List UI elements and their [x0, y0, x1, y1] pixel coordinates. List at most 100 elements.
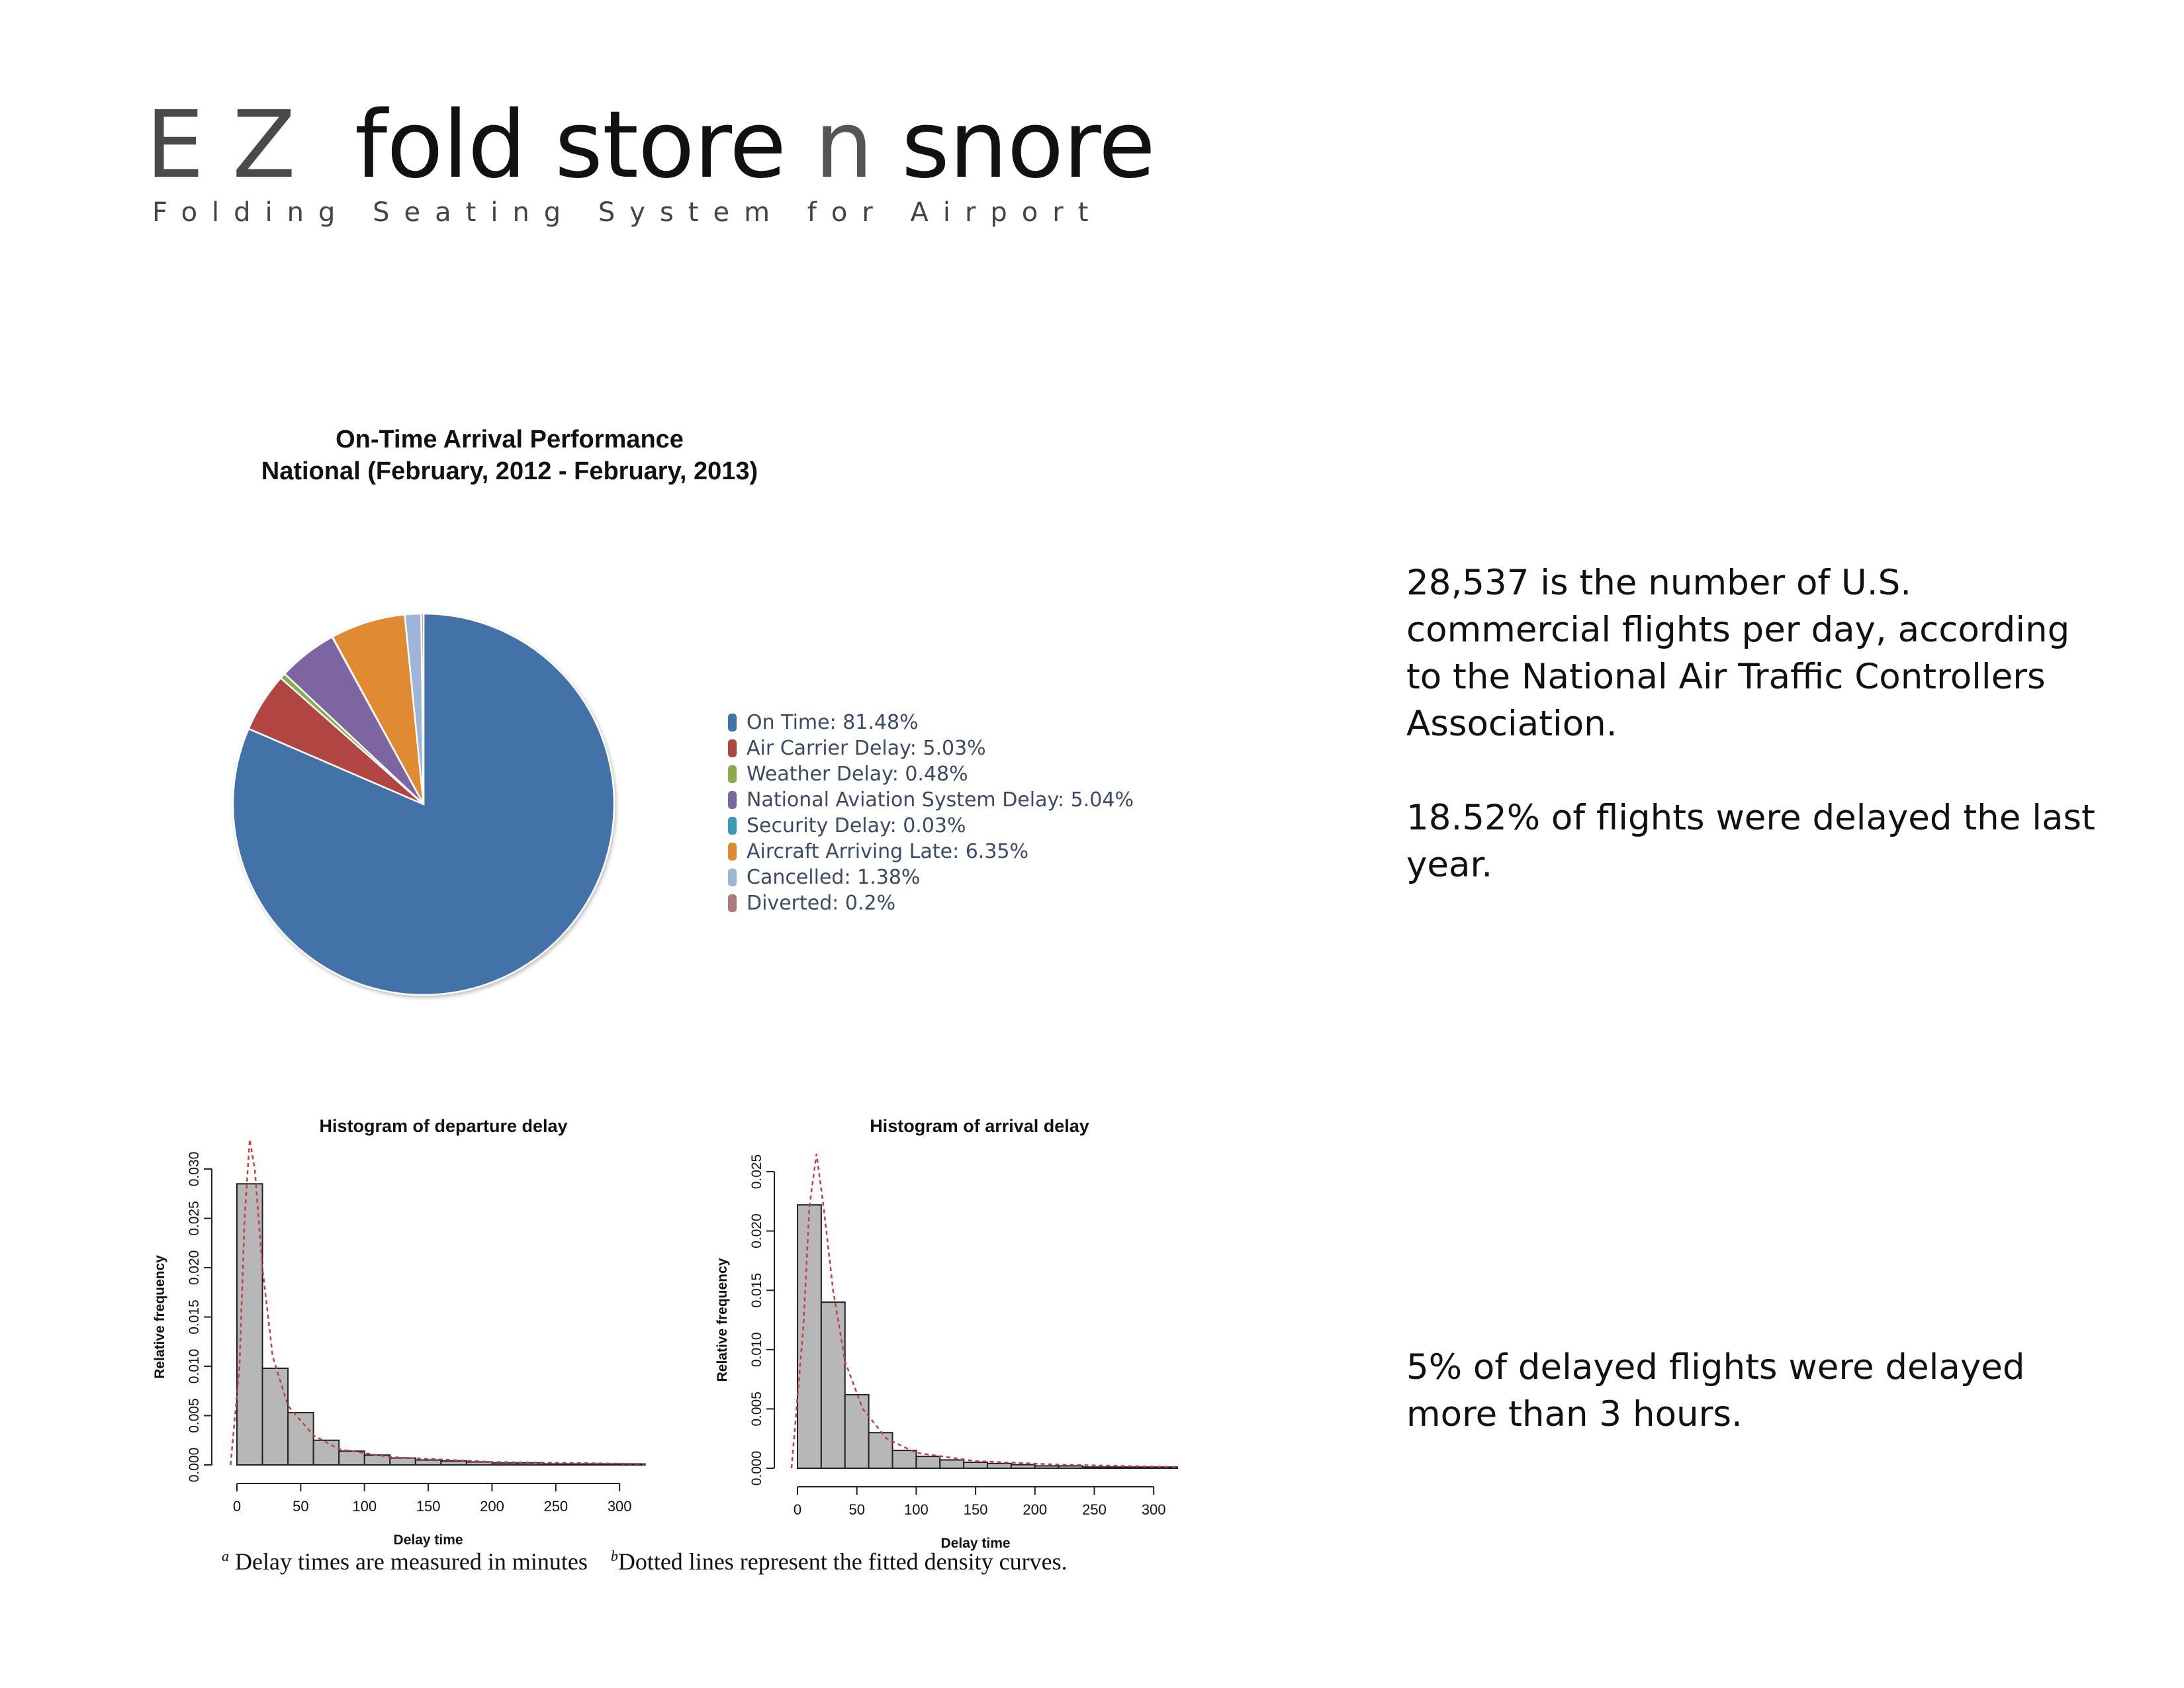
dep-hist-bar-13 — [568, 1463, 595, 1466]
arr-hist-x-tick-label-6: 300 — [1142, 1501, 1166, 1518]
dep-hist-x-tick-label-0: 0 — [233, 1498, 241, 1515]
arr-hist-bar-9 — [1010, 1464, 1036, 1470]
arr-hist-x-tick-label-0: 0 — [794, 1501, 801, 1518]
arr-hist-x-tick-label-3: 150 — [964, 1501, 988, 1518]
footnote-a-text: Delay times are measured in minutes — [235, 1548, 588, 1575]
dep-hist-bar-11 — [517, 1462, 544, 1466]
arr-hist-x-tick-label-1: 50 — [848, 1501, 864, 1518]
pie-title-line1: On-Time Arrival Performance — [336, 426, 684, 453]
arr-hist-bar-6 — [939, 1459, 965, 1469]
legend-label-1: Air Carrier Delay: 5.03% — [747, 737, 986, 760]
stat-flights-per-day: 28,537 is the number of U.S. commercial … — [1406, 563, 2070, 744]
histogram-departure-delay: Histogram of departure delay 0.000 0.005 0.… — [152, 1116, 646, 1548]
legend-swatch-4 — [728, 817, 737, 835]
brand-word-store: store — [555, 91, 786, 199]
legend-item-2: Weather Delay: 0.48% — [728, 761, 1134, 787]
brand-word-n: n — [814, 91, 874, 199]
dep-hist-y-label: Relative frequency — [152, 1255, 167, 1379]
dep-hist-x-tick-label-4: 200 — [480, 1498, 504, 1515]
arr-hist-y-tick-label-5: 0.025 — [749, 1154, 764, 1190]
brand-word-fold: fold — [354, 91, 527, 199]
arr-hist-y-label: Relative frequency — [715, 1258, 730, 1382]
arr-hist-x-tick-label-2: 100 — [904, 1501, 929, 1518]
legend-item-6: Cancelled: 1.38% — [728, 865, 1134, 890]
legend-label-4: Security Delay: 0.03% — [747, 814, 966, 837]
arr-hist-bar-11 — [1058, 1465, 1083, 1470]
dep-hist-bar-6 — [389, 1457, 416, 1466]
dep-hist-bar-9 — [465, 1461, 493, 1466]
arr-hist-x-tick-label-5: 250 — [1082, 1501, 1107, 1518]
arr-hist-bar-0 — [797, 1204, 822, 1469]
dep-hist-x-tick-label-6: 300 — [608, 1498, 632, 1515]
dep-hist-bar-1 — [261, 1367, 289, 1466]
arr-hist-bar-12 — [1081, 1466, 1107, 1470]
footnote-b-text: Dotted lines represent the fitted densit… — [617, 1548, 1068, 1575]
dep-hist-y-tick-label-6: 0.030 — [187, 1152, 202, 1187]
arr-hist-y-tick-label-4: 0.020 — [749, 1213, 764, 1248]
legend-label-6: Cancelled: 1.38% — [747, 866, 921, 889]
dep-hist-bar-12 — [542, 1463, 570, 1466]
legend-item-1: Air Carrier Delay: 5.03% — [728, 735, 1134, 761]
legend-label-5: Aircraft Arriving Late: 6.35% — [747, 840, 1029, 863]
arr-hist-density-curve — [790, 1153, 1178, 1469]
legend-label-2: Weather Delay: 0.48% — [747, 763, 968, 786]
arr-hist-x-label: Delay time — [941, 1536, 1011, 1551]
pie-chart-title: On-Time Arrival Performance National (Fe… — [199, 424, 821, 487]
arr-hist-bar-13 — [1105, 1466, 1131, 1470]
arr-hist-title: Histogram of arrival delay — [870, 1116, 1089, 1136]
brand-ez: E Z — [146, 91, 296, 199]
pie-title-line2: National (February, 2012 - February, 201… — [261, 457, 758, 485]
pie-chart — [232, 612, 615, 996]
dep-hist-y-tick-label-1: 0.005 — [187, 1398, 202, 1433]
arr-hist-y-tick-label-2: 0.010 — [749, 1333, 764, 1368]
footnote-a-mark: a — [222, 1548, 229, 1564]
legend-item-0: On Time: 81.48% — [728, 710, 1134, 735]
dep-hist-bar-8 — [440, 1460, 467, 1466]
arr-hist-y-tick-label-3: 0.015 — [749, 1273, 764, 1308]
legend-label-3: National Aviation System Delay: 5.04% — [747, 788, 1134, 812]
legend-item-4: Security Delay: 0.03% — [728, 813, 1134, 839]
arr-hist-bar-5 — [915, 1456, 941, 1470]
footnote: a Delay times are measured in minutes bD… — [222, 1548, 1068, 1575]
arr-hist-bar-8 — [987, 1462, 1012, 1469]
pie-slice-5 — [331, 614, 425, 805]
dep-hist-bar-5 — [363, 1454, 391, 1466]
arr-hist-bar-7 — [963, 1462, 989, 1469]
pie-slice-7 — [420, 612, 425, 805]
dep-hist-bar-10 — [491, 1462, 518, 1466]
legend-label-0: On Time: 81.48% — [747, 711, 919, 734]
dep-hist-x-tick-label-3: 150 — [416, 1498, 441, 1515]
dep-hist-y-tick-label-3: 0.015 — [187, 1299, 202, 1335]
legend-swatch-2 — [728, 765, 737, 783]
arr-hist-bar-2 — [844, 1393, 870, 1469]
dep-hist-x-tick-label-1: 50 — [293, 1498, 308, 1515]
dep-hist-bar-7 — [414, 1459, 442, 1466]
legend-item-3: National Aviation System Delay: 5.04% — [728, 787, 1134, 813]
dep-hist-x-label: Delay time — [394, 1532, 463, 1548]
legend-swatch-5 — [728, 843, 737, 861]
arr-hist-bar-4 — [891, 1450, 917, 1469]
arr-hist-y-tick-label-1: 0.005 — [749, 1391, 764, 1427]
dep-hist-bar-2 — [287, 1412, 314, 1466]
legend-swatch-1 — [728, 739, 737, 757]
legend-swatch-3 — [728, 791, 737, 809]
stat-delayed-share: 18.52% of flights were delayed the last … — [1406, 798, 2095, 885]
dep-hist-x-tick-label-5: 250 — [543, 1498, 568, 1515]
footnote-b-mark: b — [610, 1548, 618, 1564]
histogram-arrival-delay: Histogram of arrival delay 0.000 0.005 0.01… — [715, 1116, 1179, 1551]
arr-hist-bar-3 — [868, 1432, 893, 1469]
pie-legend: On Time: 81.48% Air Carrier Delay: 5.03% W… — [728, 710, 1134, 916]
legend-label-7: Diverted: 0.2% — [747, 892, 896, 915]
arr-hist-x-tick-label-4: 200 — [1023, 1501, 1047, 1518]
arr-hist-bar-1 — [820, 1301, 846, 1469]
legend-item-7: Diverted: 0.2% — [728, 890, 1134, 916]
legend-swatch-7 — [728, 894, 737, 912]
arr-hist-bar-10 — [1034, 1465, 1060, 1470]
brand-word-snore: snore — [901, 91, 1156, 199]
dep-hist-bar-3 — [312, 1439, 340, 1466]
legend-swatch-0 — [728, 714, 737, 731]
legend-item-5: Aircraft Arriving Late: 6.35% — [728, 839, 1134, 865]
dep-hist-y-tick-label-4: 0.020 — [187, 1250, 202, 1286]
